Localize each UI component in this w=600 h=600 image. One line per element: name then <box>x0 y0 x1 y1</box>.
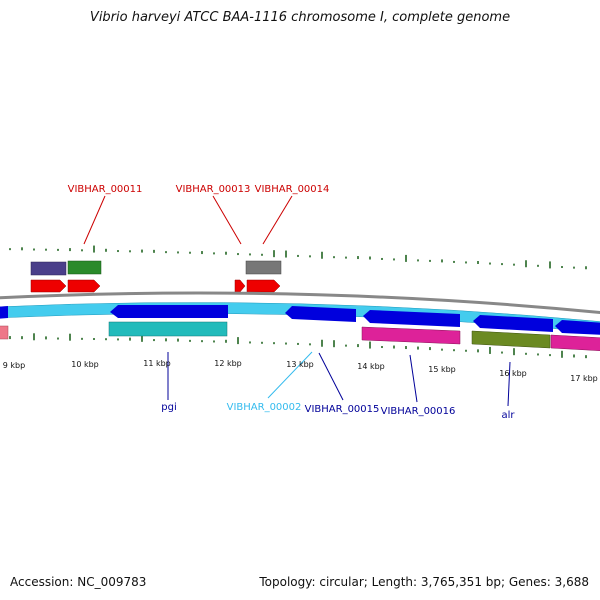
scale-label-17kbp: 17 kbp <box>570 374 598 383</box>
feature-block-olive <box>471 330 551 349</box>
genome-backbone <box>0 291 600 315</box>
cds-arrow-blue-2 <box>110 305 228 318</box>
genome-title: Vibrio harveyi ATCC BAA-1116 chromosome … <box>89 10 511 25</box>
gene-label-pgi: pgi <box>161 402 176 413</box>
leader-line-vibhar-00002 <box>267 351 313 399</box>
gene-label-vibhar-00002: VIBHAR_00002 <box>227 402 302 413</box>
leader-line-vibhar-00015 <box>318 352 344 401</box>
feature-block-purple <box>30 261 67 276</box>
gene-label-vibhar-00015: VIBHAR_00015 <box>305 404 380 415</box>
lower-gc-ticks <box>9 333 587 359</box>
gene-label-vibhar-00013: VIBHAR_00013 <box>176 184 251 195</box>
feature-block-teal <box>108 321 228 337</box>
cds-arrow-red-2 <box>67 279 101 293</box>
gene-label-vibhar-00016: VIBHAR_00016 <box>381 406 456 417</box>
scale-label-16kbp: 16 kbp <box>499 369 527 378</box>
leader-line-vibhar-00014 <box>262 195 293 245</box>
cds-arrow-blue-4 <box>363 310 460 327</box>
accession-label: Accession: NC_009783 <box>10 575 147 589</box>
cds-arrow-red-3 <box>234 279 246 293</box>
genome-info-label: Topology: circular; Length: 3,765,351 bp… <box>259 575 589 589</box>
leader-line-vibhar-00016 <box>409 354 418 403</box>
cds-arrow-red-1 <box>30 279 67 293</box>
gene-label-alr: alr <box>501 410 515 421</box>
gene-label-vibhar-00014: VIBHAR_00014 <box>255 184 330 195</box>
scale-label-14kbp: 14 kbp <box>357 362 385 371</box>
scale-label-15kbp: 15 kbp <box>428 365 456 374</box>
feature-block-magenta-2 <box>550 334 600 351</box>
cds-arrow-blue-6 <box>555 320 600 335</box>
cds-arrow-blue-1 <box>0 306 8 319</box>
scale-label-13kbp: 13 kbp <box>286 360 314 369</box>
feature-block-pink <box>0 325 9 340</box>
leader-line-alr <box>507 361 511 407</box>
feature-block-green <box>67 260 102 275</box>
scale-label-9kbp: 9 kbp <box>3 361 25 370</box>
feature-block-gray <box>245 260 282 275</box>
scale-label-11kbp: 11 kbp <box>143 359 171 368</box>
scale-label-10kbp: 10 kbp <box>71 360 99 369</box>
scale-label-12kbp: 12 kbp <box>214 359 242 368</box>
feature-block-magenta <box>361 326 461 345</box>
upper-gc-ticks <box>9 245 587 270</box>
cds-arrow-blue-3 <box>285 306 356 322</box>
leader-line-vibhar-00013 <box>212 195 242 245</box>
gene-label-vibhar-00011: VIBHAR_00011 <box>68 184 143 195</box>
cds-arrow-red-4 <box>246 279 281 293</box>
leader-line-vibhar-00011 <box>83 195 106 245</box>
cds-arrow-blue-5 <box>473 315 553 332</box>
